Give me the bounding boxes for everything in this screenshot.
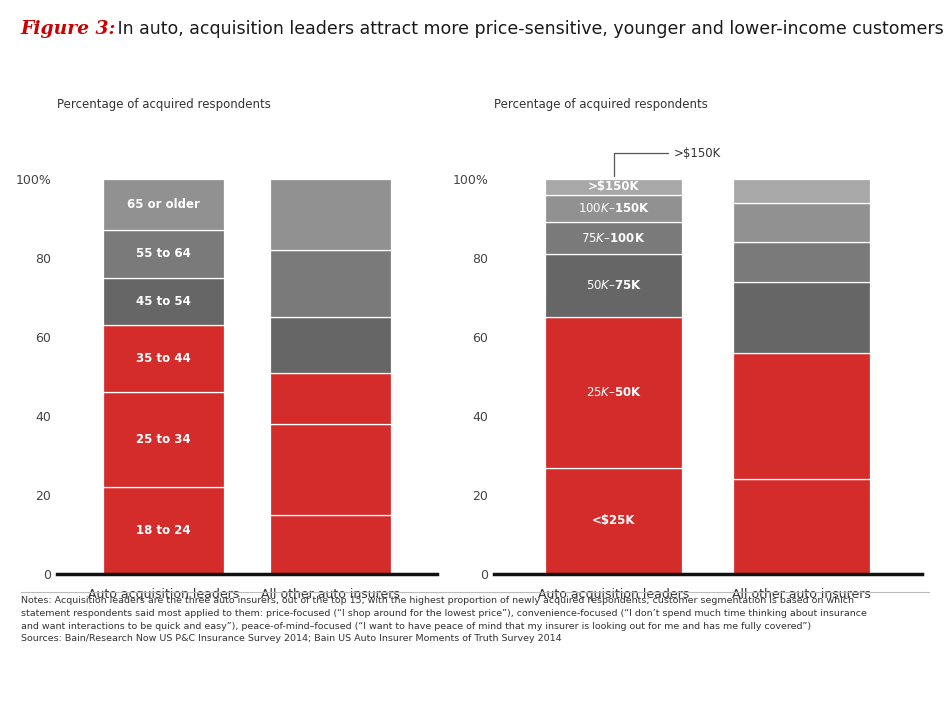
Text: In auto, acquisition leaders attract more price-sensitive, younger and lower-inc: In auto, acquisition leaders attract mor… [112,20,944,38]
Bar [270,179,391,250]
Bar [270,515,391,574]
Text: Percentage of acquired respondents: Percentage of acquired respondents [57,98,271,111]
Bar [545,317,682,467]
Bar [270,373,391,424]
Text: $75K–$100K: $75K–$100K [581,232,646,245]
Bar [733,179,870,202]
Text: 45 to 54: 45 to 54 [136,295,191,308]
Text: >$150K: >$150K [614,146,721,176]
Bar [270,317,391,373]
Bar [103,278,224,325]
Bar [733,202,870,242]
Text: $25K–$50K: $25K–$50K [585,386,642,399]
Bar [733,480,870,574]
Bar [733,353,870,480]
Bar [103,325,224,393]
Text: 18 to 24: 18 to 24 [136,524,191,537]
Text: 35 to 44: 35 to 44 [136,353,191,365]
Text: $100K–$150K: $100K–$150K [578,202,650,215]
Bar [103,179,224,230]
Text: 65 or older: 65 or older [127,198,200,211]
Bar [733,242,870,281]
Bar [545,195,682,223]
Text: <$25K: <$25K [592,515,636,528]
Text: Household income: Household income [629,83,787,97]
Bar [545,179,682,195]
Text: 25 to 34: 25 to 34 [136,434,191,447]
Text: >$150K: >$150K [588,180,639,193]
Bar [733,281,870,353]
Bar [545,254,682,317]
Text: $50K–$75K: $50K–$75K [585,279,642,292]
Bar [270,424,391,515]
Bar [103,230,224,278]
Text: Notes: Acquisition leaders are the three auto insurers, out of the top 15, with : Notes: Acquisition leaders are the three… [21,596,866,643]
Bar [103,488,224,574]
Bar [545,223,682,254]
Text: Figure 3:: Figure 3: [21,20,116,38]
Bar [270,250,391,317]
Text: 55 to 64: 55 to 64 [136,248,191,261]
Bar [103,393,224,488]
Text: Percentage of acquired respondents: Percentage of acquired respondents [494,98,708,111]
Text: Age: Age [231,83,263,97]
Bar [545,467,682,574]
